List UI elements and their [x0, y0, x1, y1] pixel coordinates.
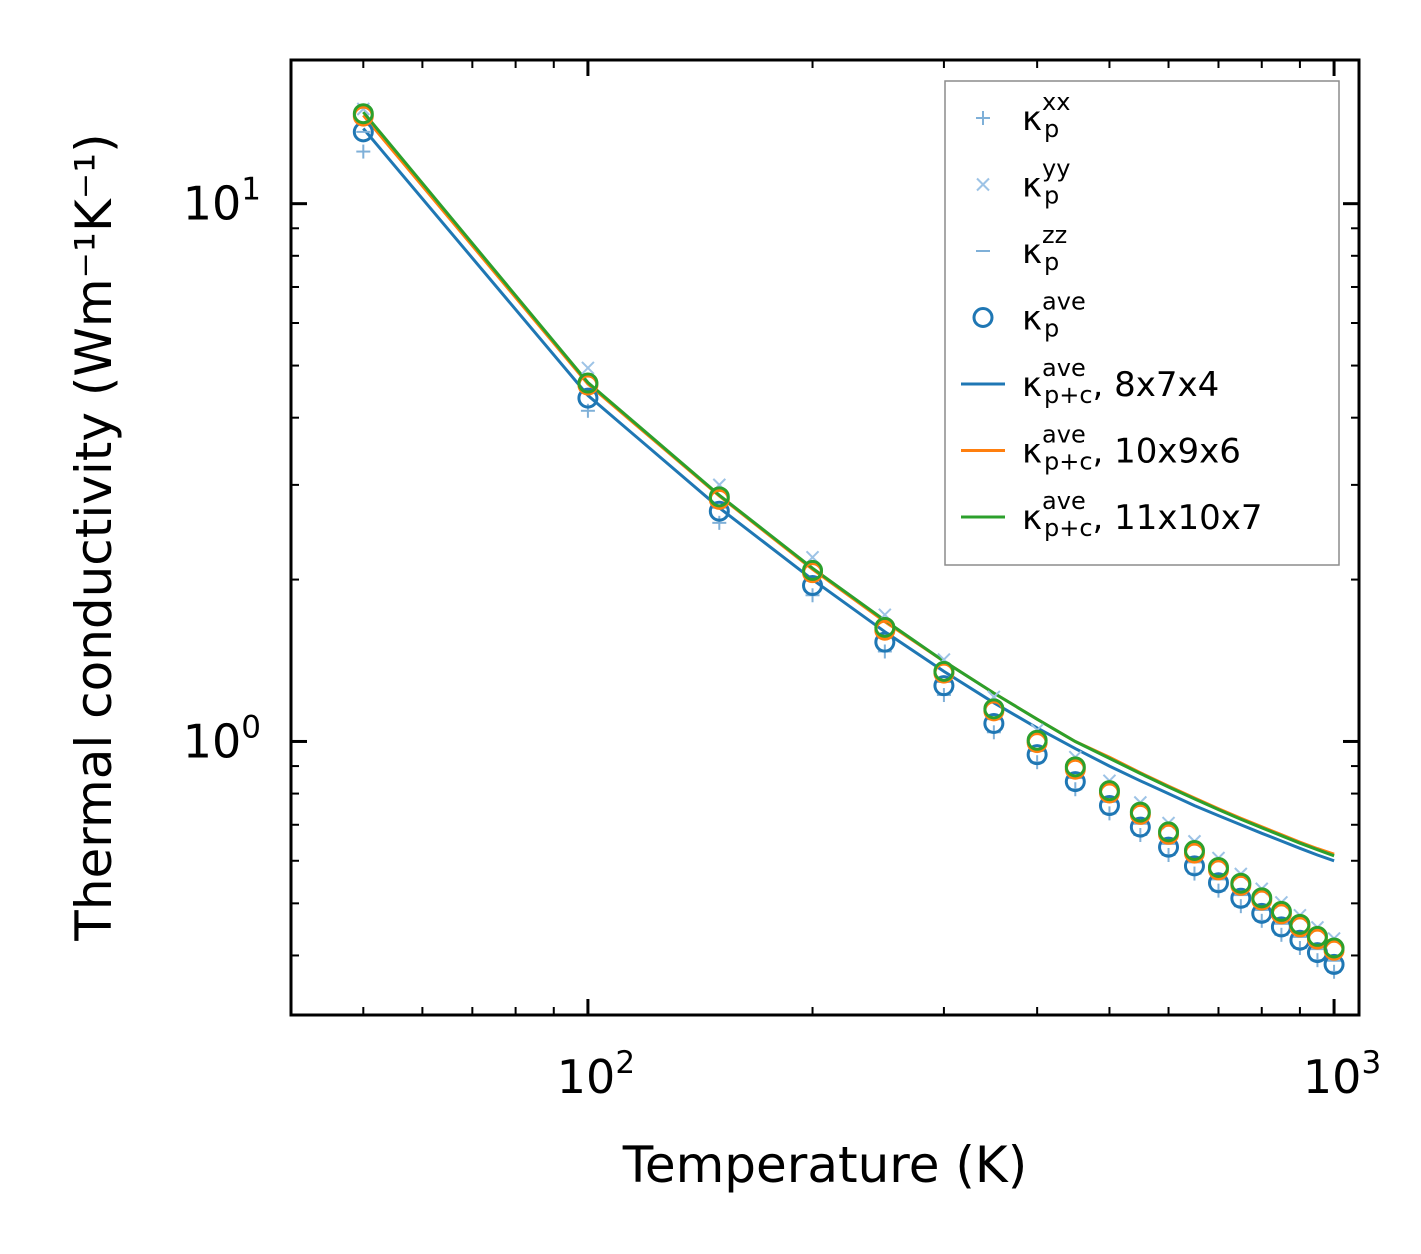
- series-x-point: [581, 361, 595, 375]
- y-tick-label: 100: [183, 709, 261, 768]
- overlay-circle-point: [1230, 872, 1252, 894]
- series-circle-point: [1251, 902, 1273, 924]
- legend-label: κave p+c, 10x9x6: [1022, 421, 1241, 476]
- tick-labels: 102 103 100 101: [183, 172, 1381, 1104]
- overlay-circle-point: [1158, 821, 1180, 843]
- overlay-circle-point: [983, 698, 1005, 720]
- overlay-circle-point: [933, 660, 955, 682]
- overlay-circle-point: [1129, 801, 1151, 823]
- plot-frame: [289, 58, 1361, 1017]
- overlay-circle-point: [577, 372, 599, 394]
- series-circle-point: [1098, 795, 1120, 817]
- series-circle-point: [933, 675, 955, 697]
- series-circle-point: [1129, 816, 1151, 838]
- legend-label: κxx p: [1022, 88, 1070, 143]
- legend-label: κave p+c, 11x10x7: [1022, 487, 1263, 542]
- overlay-circle-point: [1323, 937, 1345, 959]
- axis-ticks: [290, 60, 1359, 1015]
- overlay-circle-point: [708, 486, 730, 508]
- legend-marker-handle: [976, 111, 990, 125]
- series-x-point-b: [581, 361, 595, 375]
- overlay-circle-point: [1289, 913, 1311, 935]
- overlay-circle-point: [1251, 887, 1273, 909]
- x-tick-label: 103: [1303, 1045, 1381, 1104]
- y-axis-label: Thermal conductivity (Wm⁻¹K⁻¹): [65, 133, 123, 941]
- overlay-circle-point: [1064, 756, 1086, 778]
- overlay-circle-point: [1183, 839, 1205, 861]
- overlay-circle-point: [802, 559, 824, 581]
- overlay-circle-point: [1270, 900, 1292, 922]
- series-circle-point: [1207, 872, 1229, 894]
- series-circle-point: [802, 574, 824, 596]
- series-plus-point: [356, 144, 371, 159]
- series-circle-point: [577, 387, 599, 409]
- legend: κxx p κyy p κzz p κave p κave p+c, 8x7x4 κave p+c, …: [944, 80, 1340, 566]
- overlay-circle-point: [1306, 925, 1328, 947]
- series-circle-point: [1158, 836, 1180, 858]
- series-circle-point: [983, 712, 1005, 734]
- legend-marker-handle-b: [976, 177, 990, 192]
- series-circle-point: [1183, 855, 1205, 877]
- legend-box: [944, 80, 1340, 566]
- series-circle-point: [1323, 953, 1345, 975]
- series-circle-point: [1064, 771, 1086, 793]
- plot-area: [352, 102, 1345, 979]
- legend-marker-handle: [972, 307, 994, 328]
- overlay-circle-point: [1026, 729, 1048, 751]
- y-tick-label: 101: [183, 172, 261, 231]
- series-line: [362, 111, 1335, 858]
- x-axis-label: Temperature (K): [622, 1136, 1027, 1194]
- series-circle-point: [708, 500, 730, 522]
- overlay-circle-point: [1207, 856, 1229, 878]
- series-circle-point: [1026, 744, 1048, 766]
- overlay-circle-point: [874, 616, 896, 638]
- series-line: [362, 127, 1335, 863]
- overlay-circle-point: [1098, 780, 1120, 802]
- series-circle-point: [1230, 887, 1252, 909]
- series-circle-point: [874, 631, 896, 653]
- legend-label: κave p+c, 8x7x4: [1022, 354, 1219, 409]
- legend-marker-handle: [976, 177, 990, 192]
- overlay-circle-point: [352, 103, 374, 125]
- legend-label: κzz p: [1022, 221, 1067, 276]
- series-plus-point: [712, 515, 727, 530]
- legend-label: κave p: [1022, 288, 1086, 343]
- legend-label: κyy p: [1022, 155, 1070, 210]
- x-tick-label: 102: [557, 1045, 635, 1104]
